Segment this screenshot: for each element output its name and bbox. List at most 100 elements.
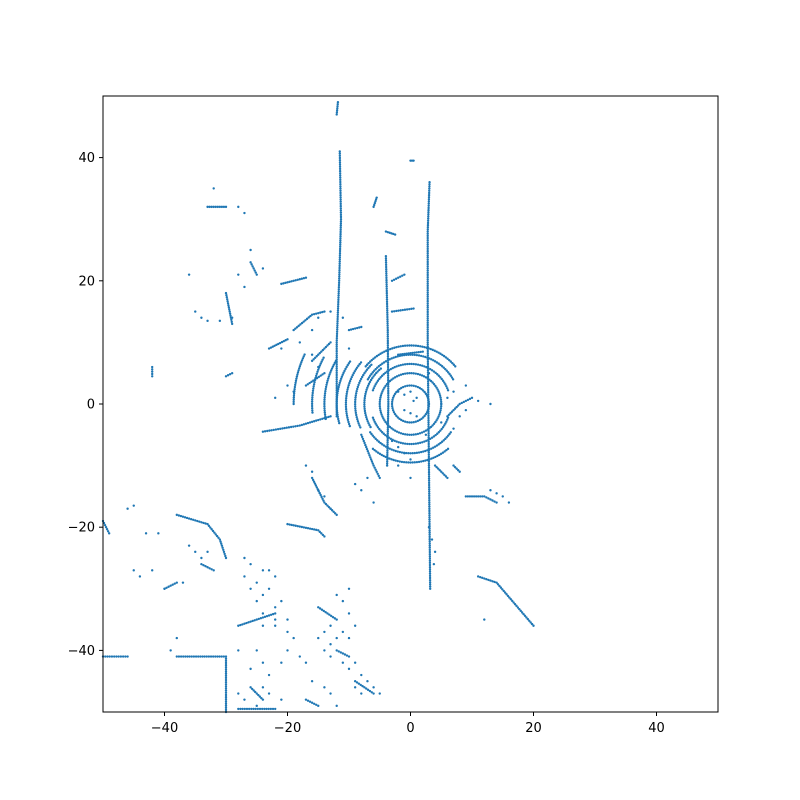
scatter-point (335, 113, 338, 116)
points-layer (101, 100, 535, 714)
scatter-point (370, 372, 373, 376)
scatter-point (380, 374, 384, 377)
scatter-point (418, 418, 421, 422)
scatter-point (307, 316, 310, 319)
scatter-point (171, 583, 174, 586)
scatter-point (369, 431, 372, 434)
scatter-point (336, 311, 340, 314)
scatter-point (428, 378, 431, 381)
scatter-point (439, 396, 442, 399)
scatter-point (404, 420, 407, 423)
scatter-point (348, 424, 352, 428)
scatter-point (354, 407, 357, 410)
scatter-point (385, 268, 388, 271)
scatter-point (378, 407, 382, 410)
scatter-point (428, 531, 431, 534)
scatter-point (366, 680, 369, 683)
scatter-point (428, 357, 431, 360)
scatter-point (428, 507, 431, 511)
scatter-point (335, 330, 339, 333)
scatter-point (387, 436, 391, 439)
scatter-point (402, 353, 406, 357)
scatter-point (339, 211, 343, 214)
scatter-point (419, 354, 423, 358)
scatter-point (335, 339, 338, 342)
scatter-point (222, 655, 226, 658)
scatter-point (428, 581, 432, 584)
scatter-point (385, 349, 388, 352)
scatter-point (406, 433, 409, 436)
scatter-point (438, 394, 442, 397)
scatter-point (398, 387, 401, 391)
scatter-point (356, 326, 359, 330)
scatter-point (370, 691, 373, 694)
scatter-point (226, 302, 230, 305)
scatter-point (323, 400, 326, 404)
scatter-point (376, 370, 379, 373)
scatter-point (361, 437, 365, 441)
scatter-point (314, 484, 318, 487)
scatter-point (373, 448, 376, 452)
scatter-point (206, 205, 209, 209)
scatter-point (426, 286, 429, 290)
scatter-point (493, 500, 496, 503)
scatter-point (105, 528, 109, 531)
scatter-point (223, 552, 226, 556)
scatter-point (239, 707, 242, 711)
scatter-point (410, 442, 413, 446)
scatter-point (427, 470, 431, 474)
scatter-point (200, 556, 203, 560)
scatter-point (435, 444, 439, 447)
scatter-point (419, 345, 422, 348)
scatter-point (398, 450, 402, 454)
scatter-point (476, 575, 480, 578)
scatter-point (412, 344, 415, 347)
scatter-point (388, 425, 392, 429)
scatter-point (293, 385, 297, 389)
scatter-point (442, 439, 445, 442)
scatter-point (261, 698, 265, 701)
scatter-point (373, 436, 376, 439)
scatter-point (181, 581, 185, 584)
scatter-point (427, 481, 431, 485)
scatter-point (249, 620, 252, 623)
scatter-point (401, 385, 405, 389)
scatter-point (427, 372, 431, 375)
scatter-point (354, 405, 357, 408)
scatter-point (528, 619, 531, 622)
scatter-point (412, 421, 415, 424)
scatter-point (503, 591, 507, 594)
scatter-point (322, 499, 325, 502)
scatter-point (432, 383, 436, 386)
scatter-point (151, 368, 154, 371)
scatter-point (385, 304, 389, 308)
scatter-point (339, 189, 342, 192)
scatter-point (427, 431, 430, 435)
scatter-point (292, 328, 295, 332)
scatter-point (290, 280, 293, 283)
scatter-point (311, 391, 314, 395)
scatter-point (414, 433, 418, 436)
scatter-point (367, 452, 370, 455)
scatter-point (397, 374, 401, 377)
scatter-point (364, 443, 367, 447)
scatter-point (513, 603, 517, 606)
scatter-point (318, 491, 321, 495)
scatter-point (429, 425, 433, 429)
scatter-point (437, 431, 441, 434)
scatter-point (386, 417, 390, 421)
scatter-point (332, 510, 335, 513)
scatter-point (411, 353, 414, 356)
scatter-point (397, 309, 400, 312)
scatter-point (339, 241, 342, 244)
scatter-point (496, 583, 500, 586)
scatter-point (391, 396, 395, 399)
scatter-point (375, 371, 378, 375)
scatter-point (339, 204, 342, 208)
scatter-point (426, 306, 429, 309)
scatter-point (438, 453, 441, 457)
scatter-point (421, 364, 424, 367)
scatter-point (442, 354, 446, 358)
scatter-point (385, 296, 389, 299)
